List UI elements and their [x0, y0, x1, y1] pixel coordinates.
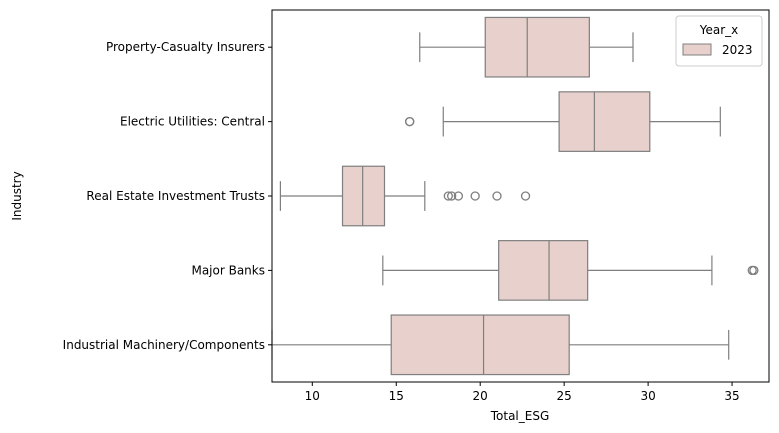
x-tick-label: 25 [557, 389, 572, 403]
outlier-point [520, 191, 531, 201]
legend-entry-2023: 2023 [722, 43, 753, 57]
outlier-point [470, 191, 480, 201]
x-tick-label: 10 [305, 389, 320, 403]
legend-title: Year_x [699, 23, 739, 37]
x-axis-label: Total_ESG [490, 409, 550, 423]
legend-swatch [682, 43, 712, 56]
y-tick-label: Electric Utilities: Central [120, 115, 265, 129]
outlier-point [749, 265, 759, 276]
y-tick-label: Industrial Machinery/Components [63, 338, 265, 352]
iqr-box [341, 165, 386, 227]
box-group [271, 314, 730, 376]
iqr-box [390, 314, 570, 376]
box-group [279, 165, 531, 227]
box-group [382, 240, 759, 301]
iqr-box [484, 16, 590, 78]
outlier-point [492, 191, 502, 201]
plot-content [271, 16, 759, 376]
x-tick-label: 15 [389, 389, 404, 403]
box-group [419, 16, 634, 78]
y-tick-label: Major Banks [191, 263, 265, 277]
x-axis-ticks: 10 15 20 25 30 35 [305, 382, 740, 403]
outlier-point [443, 191, 453, 201]
iqr-box [498, 240, 589, 301]
outlier-point [447, 191, 457, 201]
box-group [405, 91, 721, 152]
x-tick-label: 30 [640, 389, 655, 403]
y-axis-label: Industry [10, 171, 24, 220]
x-tick-label: 35 [724, 389, 739, 403]
outlier-point [405, 116, 415, 127]
y-axis-ticks: Property-Casualty Insurers Electric Utili… [63, 40, 272, 352]
x-tick-label: 20 [473, 389, 488, 403]
y-tick-label: Property-Casualty Insurers [106, 40, 265, 54]
outlier-point [453, 191, 464, 201]
legend: Year_x 2023 [675, 15, 763, 67]
iqr-box [558, 91, 651, 152]
y-tick-label: Real Estate Investment Trusts [86, 189, 265, 203]
